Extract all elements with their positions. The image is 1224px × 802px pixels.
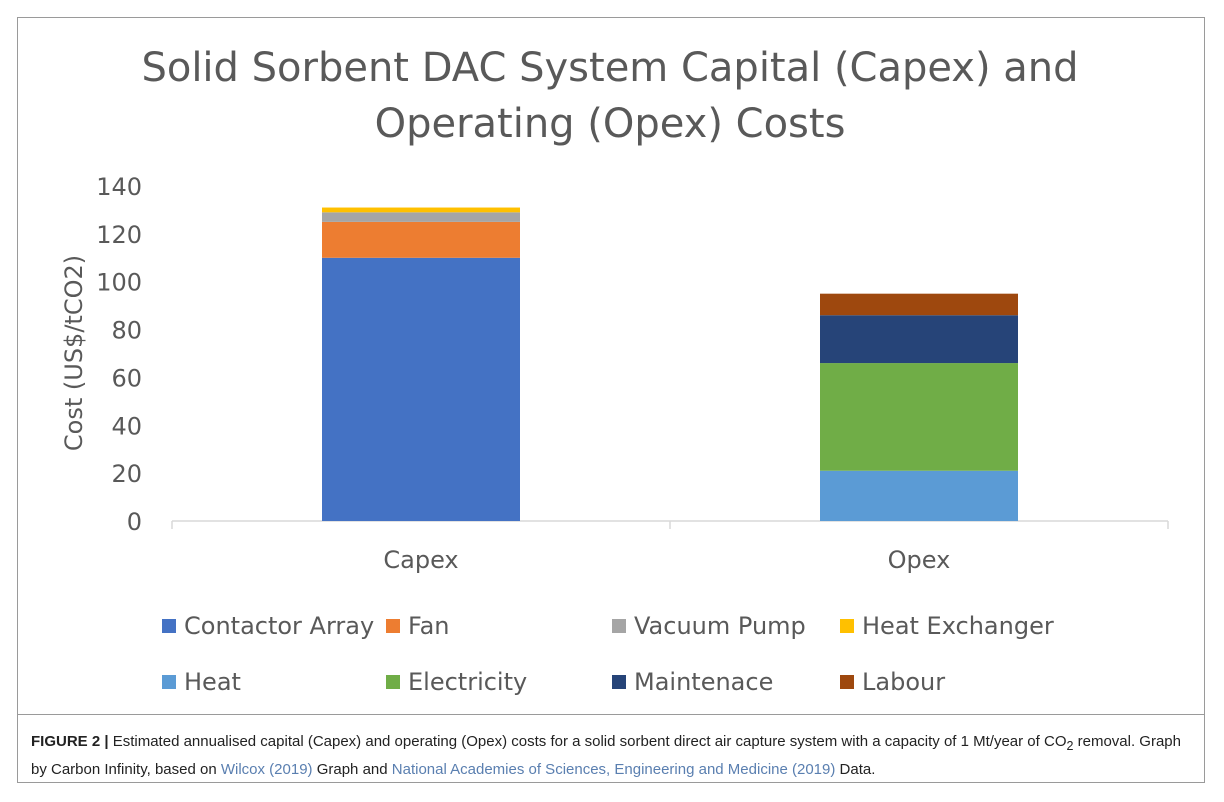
legend-label: Maintenace <box>634 668 774 696</box>
legend-swatch <box>386 619 400 633</box>
y-tick-label: 120 <box>96 221 142 249</box>
caption-text-1: Estimated annualised capital (Capex) and… <box>108 733 1067 750</box>
legend-label: Contactor Array <box>184 612 375 640</box>
caption-text-2: removal. Graph by Carbon Infinity, based… <box>31 733 1181 778</box>
y-tick-label: 100 <box>96 269 142 297</box>
caption-subscript: 2 <box>1066 739 1074 753</box>
caption-ref-nasem[interactable]: National Academies of Sciences, Engineer… <box>391 761 836 778</box>
legend-item: Contactor Array <box>162 612 374 640</box>
caption-ref-wilcox[interactable]: Wilcox (2019) <box>220 761 313 778</box>
x-category-label: Capex <box>383 546 458 574</box>
legend-swatch <box>840 675 854 689</box>
legend-item: Fan <box>386 612 450 640</box>
legend-label: Heat <box>184 668 241 696</box>
caption-divider <box>17 714 1205 715</box>
legend-swatch <box>840 619 854 633</box>
legend-item: Electricity <box>386 668 527 696</box>
figure-caption: FIGURE 2 | Estimated annualised capital … <box>31 730 1191 781</box>
y-tick-label: 60 <box>111 364 142 392</box>
legend-swatch <box>612 619 626 633</box>
bar-opex-electricity <box>820 363 1018 471</box>
bar-opex-heat <box>820 470 1018 521</box>
bar-capex-vacuum-pump <box>322 212 520 222</box>
legend-item: Heat Exchanger <box>840 612 1054 640</box>
legend-label: Labour <box>862 668 946 696</box>
legend-label: Electricity <box>408 668 528 696</box>
y-tick-label: 20 <box>111 460 142 488</box>
legend-item: Vacuum Pump <box>612 612 806 640</box>
x-category-label: Opex <box>888 546 951 574</box>
chart-title: Solid Sorbent DAC System Capital (Capex)… <box>141 45 1079 147</box>
legend-swatch <box>612 675 626 689</box>
caption-text-3: Graph and <box>312 761 392 778</box>
y-axis-title: Cost (US$/tCO2) <box>60 255 88 451</box>
legend-swatch <box>386 675 400 689</box>
bar-capex-heat-exchanger <box>322 207 520 213</box>
legend-label: Fan <box>408 612 450 640</box>
legend-label: Vacuum Pump <box>634 612 806 640</box>
y-tick-label: 140 <box>96 173 142 201</box>
bar-opex-maintenace <box>820 315 1018 364</box>
bar-capex-contactor-array <box>322 257 520 521</box>
legend-swatch <box>162 619 176 633</box>
caption-label: FIGURE 2 | <box>31 733 109 750</box>
legend-item: Maintenace <box>612 668 773 696</box>
caption-text-4: Data. <box>835 761 876 778</box>
y-tick-label: 40 <box>111 412 142 440</box>
bar-opex-labour <box>820 293 1018 316</box>
y-tick-label: 80 <box>111 317 142 345</box>
legend-swatch <box>162 675 176 689</box>
legend-item: Labour <box>840 668 945 696</box>
legend-item: Heat <box>162 668 241 696</box>
y-tick-label: 0 <box>127 508 142 536</box>
legend-label: Heat Exchanger <box>862 612 1054 640</box>
bar-capex-fan <box>322 221 520 258</box>
